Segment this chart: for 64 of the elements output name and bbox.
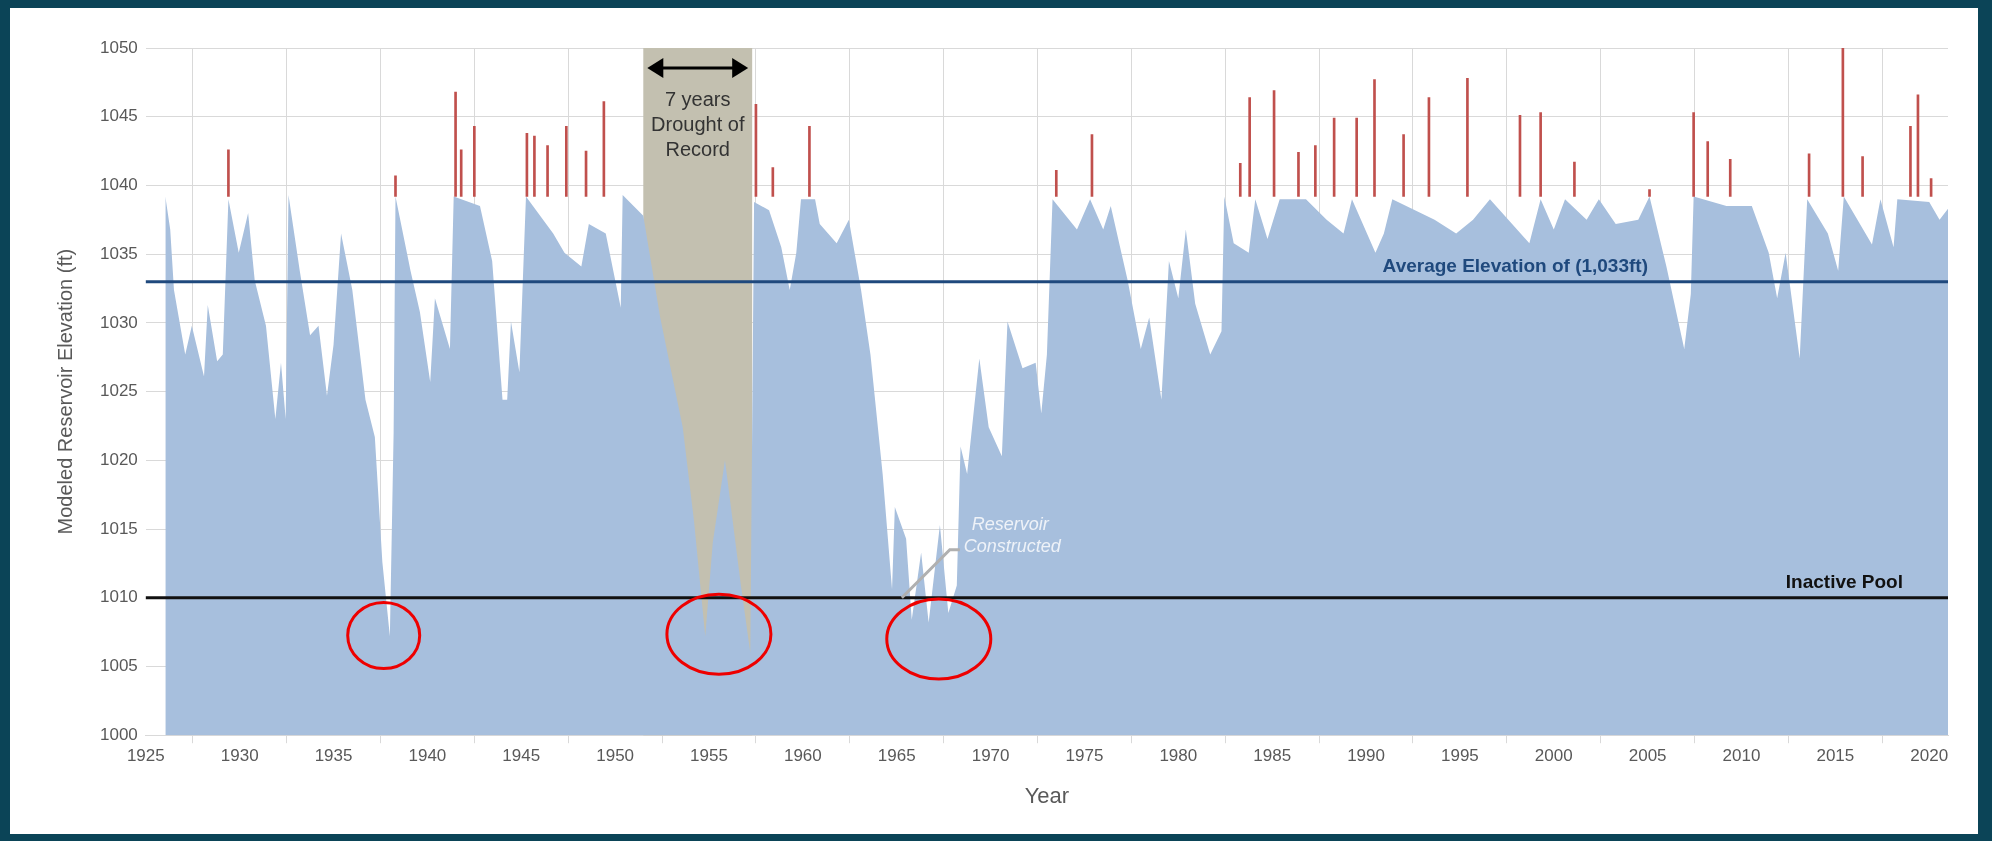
bar	[1355, 117, 1358, 197]
band-label: 7 years Drought of Record	[651, 87, 745, 160]
y-tick-label: 1005	[99, 656, 138, 676]
bar	[1692, 112, 1695, 197]
bar	[459, 149, 463, 197]
y-tick-label: 1050	[99, 37, 138, 57]
y-tick-label: 1045	[99, 106, 138, 126]
x-tick-label: 1955	[690, 746, 728, 766]
x-tick-label: 1925	[126, 746, 165, 766]
bar	[1297, 152, 1300, 197]
bar	[1402, 134, 1405, 197]
x-tick-label: 1965	[877, 746, 916, 766]
bar	[1373, 79, 1376, 197]
x-tick-label: 1930	[220, 746, 259, 766]
x-tick-label: 1995	[1441, 746, 1479, 766]
x-tick-label: 1985	[1253, 746, 1292, 766]
y-tick-label: 1040	[99, 175, 138, 195]
bar	[808, 126, 811, 197]
y-axis-title: Modeled Reservoir Elevation (ft)	[53, 248, 76, 535]
x-tick-label: 1975	[1065, 746, 1104, 766]
bar	[454, 91, 457, 197]
ref-line-label: Inactive Pool	[1785, 571, 1903, 593]
x-tick-label: 2015	[1816, 746, 1855, 766]
x-tick-label: 2010	[1722, 746, 1761, 766]
x-tick-label: 1990	[1347, 746, 1385, 766]
x-axis-title: Year	[1024, 782, 1070, 808]
y-tick-label: 1000	[99, 724, 138, 744]
x-tick-label: 1960	[783, 746, 822, 766]
x-tick-label: 1940	[408, 746, 447, 766]
bar	[533, 135, 536, 197]
bar	[1054, 169, 1058, 197]
x-tick-label: 2020	[1910, 746, 1949, 766]
bar	[1248, 97, 1251, 197]
y-tick-label: 1010	[99, 587, 138, 607]
x-tick-label: 2000	[1534, 746, 1573, 766]
bar	[546, 145, 549, 197]
bar	[1238, 163, 1242, 197]
y-tick-label: 1030	[99, 312, 138, 332]
bar	[1539, 112, 1542, 197]
x-tick-label: 1970	[971, 746, 1010, 766]
bar	[1728, 159, 1732, 197]
bar	[1861, 156, 1864, 197]
annotation: Reservoir Constructed	[963, 513, 1062, 556]
bar	[565, 126, 568, 197]
y-tick-label: 1035	[99, 243, 138, 263]
bar	[1314, 145, 1317, 197]
bar	[1466, 77, 1469, 197]
bar	[1909, 126, 1912, 197]
x-tick-label: 1980	[1159, 746, 1198, 766]
ref-line-label: Average Elevation of (1,033ft)	[1382, 255, 1648, 277]
bar	[473, 126, 476, 197]
bar	[1573, 161, 1576, 197]
bar	[227, 149, 230, 197]
y-tick-label: 1015	[99, 518, 138, 538]
y-tick-label: 1020	[99, 450, 138, 470]
bar	[1706, 141, 1710, 197]
x-tick-label: 1935	[314, 746, 353, 766]
x-tick-label: 2005	[1628, 746, 1667, 766]
bar	[771, 167, 775, 197]
bar	[1648, 189, 1651, 197]
x-tick-label: 1945	[502, 746, 541, 766]
y-tick-label: 1025	[99, 381, 138, 401]
bar	[394, 175, 397, 197]
x-tick-label: 1950	[596, 746, 635, 766]
